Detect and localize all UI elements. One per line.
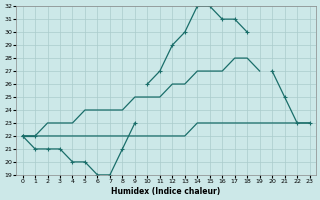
X-axis label: Humidex (Indice chaleur): Humidex (Indice chaleur) [111, 187, 221, 196]
